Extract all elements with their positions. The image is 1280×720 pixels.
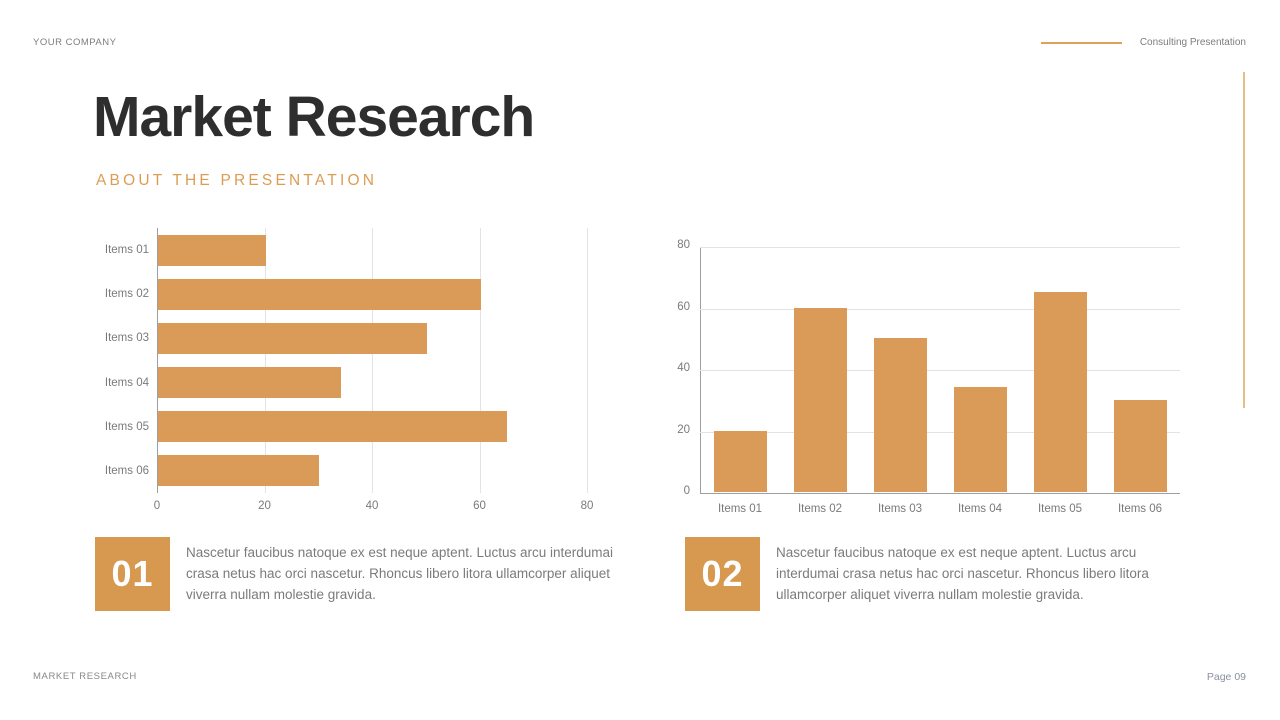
category-label: Items 03 [877,503,923,515]
bar [158,278,481,310]
x-axis-tick-label: 40 [365,500,379,512]
category-label: Items 05 [1037,503,1083,515]
gridline [700,431,1180,433]
bar [873,338,927,492]
bar [158,322,427,354]
category-label: Items 04 [104,376,149,389]
gridline [372,228,373,493]
bar [158,367,341,399]
page-number: Page 09 [1206,671,1246,683]
y-axis-tick-label: 0 [683,485,690,497]
page-title: Market Research [93,85,535,149]
x-axis-tick-label: 20 [258,500,271,512]
bar [793,307,847,492]
gridline [700,308,1180,310]
category-label: Items 01 [717,503,763,515]
gridline [700,247,1180,248]
callout-number-badge-2: 02 [685,537,760,611]
bar [158,455,320,487]
callout-text-2: Nascetur faucibus natoque ex est neque a… [776,545,1149,602]
category-label: Items 03 [104,332,149,345]
y-axis-tick-label: 20 [677,423,690,436]
bar [1033,292,1087,492]
header-tagline: Consulting Presentation [1139,37,1246,48]
gridline [264,228,266,493]
category-label: Items 02 [797,503,843,515]
y-axis-tick-label: 40 [677,362,690,374]
callout-number-badge-1: 01 [95,537,170,611]
horizontal-bar-chart: 0 20 40 60 80 Items 01 Items 02 Items 03 Items 0… [95,228,600,518]
header-accent-line [1040,41,1122,44]
page-subtitle: ABOUT THE PRESENTATION [96,172,378,189]
header-right-group: Consulting Presentation [1040,37,1246,48]
footer-section-label: MARKET RESEARCH [33,671,137,682]
category-label: Items 06 [104,464,149,477]
y-axis-tick-label: 80 [677,239,690,251]
plot-area [157,228,588,493]
bar [158,411,508,443]
bar [953,387,1007,492]
category-label: Items 02 [104,288,149,301]
category-label: Items 01 [104,244,149,257]
gridline [479,228,481,493]
vertical-accent-line [1243,72,1245,408]
gridline [700,370,1180,371]
x-axis-tick-label: 0 [153,500,161,512]
vertical-bar-chart: 0 20 40 60 80 Items 01 Items 02 Items 03 Items 0… [677,239,1180,515]
gridline [587,228,588,493]
bar [158,234,266,266]
y-axis-line [157,228,158,493]
x-axis-tick-label: 60 [473,500,486,512]
bar [713,430,767,492]
y-axis-tick-label: 60 [677,300,690,313]
x-axis-tick-label: 80 [580,500,594,512]
callout-text-1: Nascetur faucibus natoque ex est neque a… [186,545,614,602]
bar [1113,399,1167,492]
category-label: Items 04 [957,503,1003,515]
category-label: Items 05 [104,420,149,433]
x-axis-line [700,493,1180,494]
category-label: Items 06 [1117,503,1163,515]
company-label: YOUR COMPANY [33,37,117,48]
